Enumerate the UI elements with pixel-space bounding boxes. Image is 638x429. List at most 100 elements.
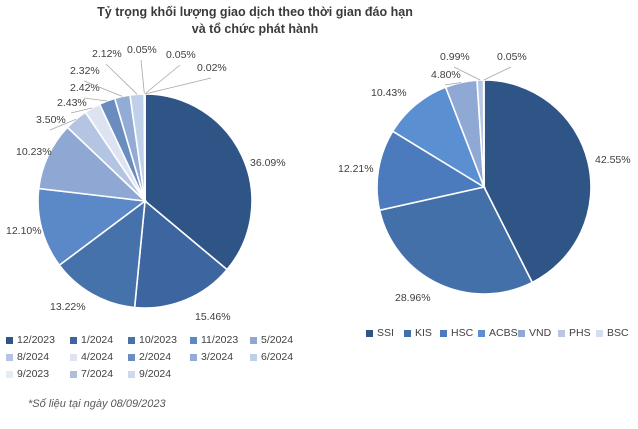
pie2-leader-line — [483, 66, 512, 81]
legend-label: KIS — [415, 327, 432, 339]
legend-label: 8/2024 — [17, 351, 50, 363]
legend-label: 7/2024 — [81, 368, 114, 380]
legend2-item: ACBS — [478, 327, 518, 339]
legend-label: 3/2024 — [201, 351, 234, 363]
pie1-data-label: 13.22% — [50, 301, 86, 313]
legend-label: 6/2024 — [261, 351, 294, 363]
pie2-data-label: 12.21% — [338, 163, 374, 175]
pie1-data-label: 3.50% — [36, 114, 66, 126]
legend1-item: 7/2024 — [70, 368, 113, 380]
pie1-data-label: 10.23% — [16, 146, 52, 158]
pie1-slice-12-2023 — [144, 93, 253, 271]
legend-label: 11/2023 — [201, 334, 239, 346]
pie1-data-label: 2.42% — [70, 82, 100, 94]
legend-swatch — [250, 353, 257, 361]
legend1-item: 9/2023 — [6, 368, 49, 380]
pie2-slice-hsc — [376, 130, 487, 212]
legend-label: 2/2024 — [139, 351, 172, 363]
pie2-data-label: 10.43% — [371, 87, 407, 99]
legend1-item: 11/2023 — [190, 334, 238, 346]
pie1-leader-line — [105, 63, 138, 95]
legend2-item: KIS — [404, 327, 432, 339]
pie2-leader-line — [453, 66, 481, 81]
legend1-item: 8/2024 — [6, 351, 49, 363]
footnote: *Số liệu tại ngày 08/09/2023 — [28, 398, 166, 410]
legend-swatch — [596, 329, 603, 337]
pie1-leader-line — [144, 64, 181, 95]
legend-label: 4/2024 — [81, 351, 114, 363]
legend-label: 12/2023 — [17, 334, 55, 346]
pie1-data-label: 0.02% — [197, 62, 227, 74]
pie1-slice-10-2023 — [58, 199, 146, 309]
legend-label: SSI — [377, 327, 394, 339]
legend-label: 10/2023 — [139, 334, 177, 346]
legend-label: BSC — [607, 327, 629, 339]
legend-swatch — [558, 329, 565, 337]
pie1-leader-line — [83, 97, 108, 102]
pie1-leader-line — [70, 107, 93, 114]
legend-swatch — [478, 329, 485, 337]
chart-title: Tỷ trọng khối lượng giao dịch theo thời … — [0, 4, 510, 38]
legend-swatch — [70, 370, 77, 378]
legend2-item: BSC — [596, 327, 629, 339]
pie1-data-label: 0.05% — [166, 49, 196, 61]
pie1-leader-line — [49, 118, 77, 131]
legend-swatch — [6, 370, 13, 378]
legend1-item: 12/2023 — [6, 334, 55, 346]
legend-swatch — [366, 329, 373, 337]
pie1-leader-line — [83, 80, 123, 97]
legend2-item: VND — [518, 327, 551, 339]
pie2-slice-ssi — [483, 79, 592, 284]
legend-swatch — [70, 336, 77, 344]
legend-swatch — [190, 336, 197, 344]
legend-label: 1/2024 — [81, 334, 114, 346]
pie1-leader-line — [140, 59, 145, 95]
legend-swatch — [70, 353, 77, 361]
pie2-data-label: 0.99% — [440, 51, 470, 63]
pie2-leader-line — [444, 82, 462, 86]
legend-label: VND — [529, 327, 552, 339]
legend1-item: 6/2024 — [250, 351, 293, 363]
legend1-item: 9/2024 — [128, 368, 171, 380]
pie1-data-label: 2.32% — [70, 65, 100, 77]
pie1-data-label: 15.46% — [195, 311, 231, 323]
pie1-data-label: 2.12% — [92, 48, 122, 60]
legend-swatch — [404, 329, 411, 337]
legend1-item: 1/2024 — [70, 334, 113, 346]
pie1-data-label: 2.43% — [57, 97, 87, 109]
legend-swatch — [6, 336, 13, 344]
legend1-item: 4/2024 — [70, 351, 113, 363]
pie1-data-label: 36.09% — [250, 157, 286, 169]
pie2-data-label: 4.80% — [431, 69, 461, 81]
legend-swatch — [128, 353, 135, 361]
legend1-item: 3/2024 — [190, 351, 233, 363]
pie1-slice-1-2024 — [133, 199, 229, 309]
pie2-slice-kis — [378, 186, 534, 295]
legend-swatch — [518, 329, 525, 337]
legend-swatch — [440, 329, 447, 337]
legend-label: 9/2024 — [139, 368, 172, 380]
pie1-leader-line — [144, 77, 212, 95]
legend-label: 5/2024 — [261, 334, 294, 346]
pie1-slice-11-2023 — [37, 187, 148, 267]
pie1-data-label: 12.10% — [6, 225, 42, 237]
legend-label: ACBS — [489, 327, 518, 339]
legend1-item: 2/2024 — [128, 351, 171, 363]
legend-label: PHS — [569, 327, 591, 339]
pie2-data-label: 0.05% — [497, 51, 527, 63]
legend-swatch — [190, 353, 197, 361]
pie2-slice-acbs — [391, 86, 486, 189]
legend-swatch — [6, 353, 13, 361]
chart-title-line-1: Tỷ trọng khối lượng giao dịch theo thời … — [97, 5, 413, 19]
legend2-item: SSI — [366, 327, 394, 339]
legend-swatch — [128, 336, 135, 344]
legend-label: HSC — [451, 327, 474, 339]
legend2-item: PHS — [558, 327, 591, 339]
pie2-data-label: 42.55% — [595, 154, 631, 166]
pie-charts: 36.09% 15.46% 13.22% 12.10% 10.23% 3.50% 2.43%… — [6, 44, 631, 323]
legend-label: 9/2023 — [17, 368, 50, 380]
pie2-data-label: 28.96% — [395, 292, 431, 304]
legend-swatch — [250, 336, 257, 344]
legend1-item: 5/2024 — [250, 334, 293, 346]
legend-swatch — [128, 370, 135, 378]
